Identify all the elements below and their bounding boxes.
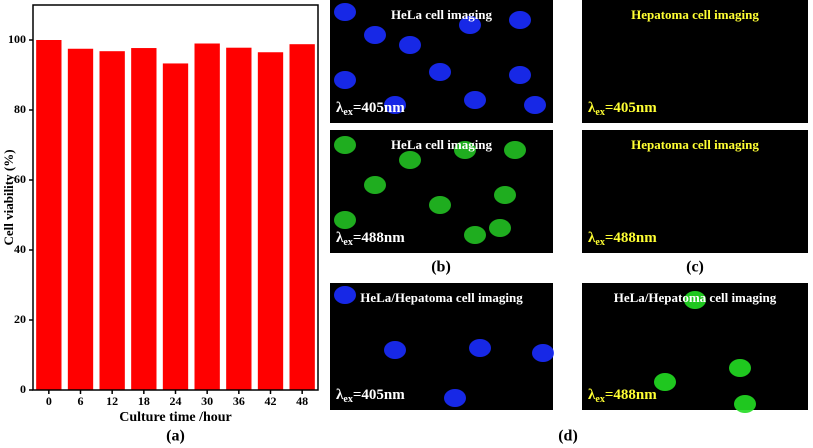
- y-tick-label: 20: [14, 312, 26, 326]
- nucleus: [469, 339, 491, 357]
- image-title: HeLa cell imaging: [391, 137, 493, 152]
- nucleus: [684, 291, 706, 309]
- x-tick-label: 42: [265, 394, 277, 408]
- lambda: λ: [588, 230, 596, 246]
- wavelength: =488nm: [605, 387, 657, 403]
- nucleus: [509, 11, 531, 29]
- x-tick-label: 48: [296, 394, 308, 408]
- subscript: ex: [343, 394, 352, 405]
- plot-frame: [32, 4, 319, 391]
- x-tick-label: 36: [233, 394, 245, 408]
- nucleus: [429, 63, 451, 81]
- y-tick-label: 40: [14, 242, 26, 256]
- y-tick-label: 0: [20, 382, 26, 396]
- excitation-label: λex=405nm: [336, 100, 405, 118]
- bar: [194, 43, 220, 390]
- nucleus: [429, 196, 451, 214]
- lambda: λ: [336, 100, 344, 116]
- nucleus: [384, 96, 406, 114]
- nucleus: [654, 373, 676, 391]
- y-tick-label: 100: [8, 32, 26, 46]
- x-tick-label: 30: [201, 394, 213, 408]
- nucleus: [524, 96, 546, 114]
- image-title: HeLa/Hepatoma cell imaging: [360, 290, 523, 305]
- nucleus: [464, 226, 486, 244]
- subscript: ex: [595, 394, 604, 405]
- nucleus: [494, 186, 516, 204]
- lambda: λ: [588, 387, 596, 403]
- nucleus: [334, 286, 356, 304]
- wavelength: =405nm: [605, 100, 657, 116]
- x-axis-label: Culture time /hour: [119, 410, 232, 425]
- nucleus: [489, 219, 511, 237]
- nucleus: [454, 141, 476, 159]
- lambda: λ: [336, 387, 344, 403]
- excitation-label: λex=488nm: [588, 230, 657, 248]
- caption: (c): [686, 259, 704, 276]
- nucleus: [509, 66, 531, 84]
- subscript: ex: [595, 107, 604, 118]
- excitation-label: λex=488nm: [588, 387, 657, 405]
- subscript: ex: [595, 237, 604, 248]
- excitation-label: λex=405nm: [336, 387, 405, 405]
- y-tick-label: 60: [14, 172, 26, 186]
- nucleus: [399, 151, 421, 169]
- bar: [162, 63, 189, 390]
- image-title: HeLa/Hepatoma cell imaging: [614, 290, 777, 305]
- image-title: Hepatoma cell imaging: [631, 137, 759, 152]
- wavelength: =488nm: [353, 230, 405, 246]
- wavelength: =405nm: [353, 387, 405, 403]
- caption: (a): [166, 428, 185, 445]
- image-title: HeLa cell imaging: [391, 7, 493, 22]
- cell-image: [582, 0, 808, 123]
- bar: [131, 48, 157, 391]
- bar: [257, 52, 284, 390]
- x-tick-label: 6: [78, 394, 84, 408]
- nucleus: [444, 389, 466, 407]
- bar: [226, 47, 252, 390]
- nucleus: [459, 16, 481, 34]
- x-tick-label: 0: [46, 394, 52, 408]
- nucleus: [364, 26, 386, 44]
- wavelength: =488nm: [605, 230, 657, 246]
- nucleus: [334, 211, 356, 229]
- nucleus: [334, 71, 356, 89]
- y-axis-label: Cell viability (%): [1, 149, 16, 245]
- caption: (b): [431, 259, 451, 276]
- x-tick-label: 12: [106, 394, 118, 408]
- bar: [289, 44, 315, 390]
- excitation-label: λex=488nm: [336, 230, 405, 248]
- nucleus: [532, 344, 554, 362]
- lambda: λ: [336, 230, 344, 246]
- nucleus: [334, 136, 356, 154]
- caption: (d): [558, 428, 578, 445]
- nucleus: [504, 141, 526, 159]
- nucleus: [334, 3, 356, 21]
- bar: [67, 48, 94, 390]
- subscript: ex: [343, 237, 352, 248]
- nucleus: [364, 176, 386, 194]
- bar: [36, 40, 62, 390]
- nucleus: [399, 36, 421, 54]
- image-title: Hepatoma cell imaging: [631, 7, 759, 22]
- y-tick-label: 80: [14, 102, 26, 116]
- subscript: ex: [343, 107, 352, 118]
- x-tick-label: 24: [170, 394, 182, 408]
- nucleus: [384, 341, 406, 359]
- excitation-label: λex=405nm: [588, 100, 657, 118]
- nucleus: [464, 91, 486, 109]
- wavelength: =405nm: [353, 100, 405, 116]
- nucleus: [729, 359, 751, 377]
- cell-image: [582, 130, 808, 253]
- lambda: λ: [588, 100, 596, 116]
- bar: [99, 51, 125, 390]
- cell-image: [330, 283, 553, 410]
- x-tick-label: 18: [138, 394, 150, 408]
- nucleus: [734, 395, 756, 413]
